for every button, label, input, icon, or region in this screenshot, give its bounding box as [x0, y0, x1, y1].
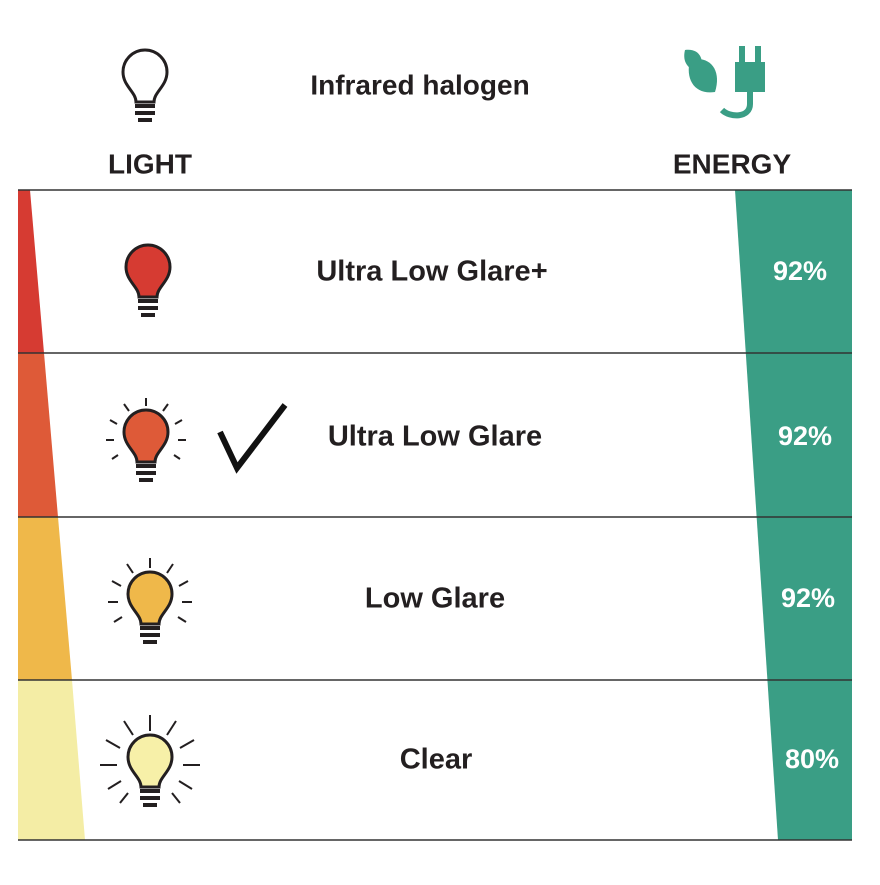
row-label: Ultra Low Glare+ — [316, 256, 547, 288]
light-wedge — [18, 517, 72, 680]
row-energy: 80% — [785, 744, 839, 774]
bulb-icon — [124, 243, 172, 319]
bulb-icon — [100, 715, 200, 809]
light-wedge — [18, 680, 85, 840]
row-label: Clear — [400, 744, 473, 776]
check-mark — [217, 403, 288, 474]
energy-wedge — [735, 190, 852, 840]
light-wedge — [18, 353, 58, 517]
bulb-icon — [108, 558, 192, 646]
row-label: Low Glare — [365, 583, 505, 615]
row-energy: 92% — [781, 583, 835, 613]
energy-icon — [684, 46, 765, 119]
light-icon — [121, 48, 169, 124]
light-wedge — [18, 190, 44, 353]
light-label: LIGHT — [108, 148, 192, 179]
bulb-icon — [106, 398, 186, 484]
energy-label: ENERGY — [673, 148, 792, 179]
row-energy: 92% — [773, 256, 827, 286]
row-label: Ultra Low Glare — [328, 421, 542, 453]
row-energy: 92% — [778, 421, 832, 451]
title: Infrared halogen — [310, 69, 529, 100]
